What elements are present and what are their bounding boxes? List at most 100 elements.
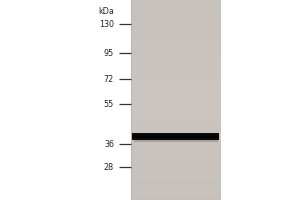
Bar: [130, 180, 220, 182]
Bar: [132, 139, 219, 140]
Bar: [130, 57, 220, 58]
Bar: [130, 168, 220, 170]
Bar: [130, 183, 220, 185]
Bar: [130, 40, 220, 42]
Bar: [130, 50, 220, 52]
Bar: [130, 107, 220, 108]
Bar: [130, 140, 220, 142]
Bar: [130, 32, 220, 33]
Bar: [130, 95, 220, 97]
Bar: [130, 12, 220, 13]
Bar: [130, 67, 220, 68]
Bar: [130, 38, 220, 40]
Bar: [130, 192, 220, 193]
Bar: [130, 75, 220, 77]
Bar: [130, 70, 220, 72]
Bar: [130, 27, 220, 28]
Bar: [130, 127, 220, 128]
Bar: [132, 133, 219, 140]
Bar: [130, 63, 220, 65]
Bar: [132, 135, 219, 136]
Bar: [130, 52, 220, 53]
Bar: [130, 162, 220, 163]
Bar: [130, 110, 220, 112]
Bar: [130, 135, 220, 137]
Bar: [130, 105, 220, 107]
Bar: [130, 55, 220, 57]
Bar: [130, 62, 220, 63]
Bar: [130, 2, 220, 3]
Bar: [130, 112, 220, 113]
Bar: [130, 150, 220, 152]
Bar: [130, 80, 220, 82]
Bar: [130, 5, 220, 7]
Bar: [130, 103, 220, 105]
Bar: [130, 128, 220, 130]
Bar: [130, 47, 220, 48]
Bar: [130, 93, 220, 95]
Bar: [130, 187, 220, 188]
Text: 36: 36: [104, 140, 114, 149]
Bar: [130, 72, 220, 73]
Bar: [130, 142, 220, 143]
Bar: [130, 58, 220, 60]
Bar: [130, 120, 220, 122]
Bar: [132, 136, 219, 137]
Bar: [130, 172, 220, 173]
Bar: [130, 157, 220, 158]
Bar: [130, 125, 220, 127]
Bar: [130, 13, 220, 15]
Bar: [130, 145, 220, 147]
Bar: [130, 30, 220, 32]
Bar: [130, 153, 220, 155]
Bar: [130, 113, 220, 115]
Bar: [130, 178, 220, 180]
Bar: [130, 97, 220, 98]
Bar: [130, 137, 220, 138]
Bar: [132, 137, 219, 138]
Bar: [130, 42, 220, 43]
Bar: [130, 175, 220, 177]
Bar: [130, 147, 220, 148]
Bar: [130, 148, 220, 150]
Bar: [130, 185, 220, 187]
Bar: [130, 195, 220, 197]
Bar: [130, 15, 220, 17]
Bar: [130, 138, 220, 140]
Bar: [130, 78, 220, 80]
Bar: [130, 8, 220, 10]
Bar: [130, 25, 220, 27]
Bar: [130, 177, 220, 178]
Bar: [132, 133, 219, 134]
Bar: [130, 165, 220, 167]
Bar: [130, 22, 220, 23]
Bar: [130, 45, 220, 47]
Bar: [134, 139, 218, 142]
Bar: [130, 108, 220, 110]
Bar: [130, 83, 220, 85]
Bar: [130, 43, 220, 45]
Bar: [130, 155, 220, 157]
Bar: [130, 198, 220, 200]
Bar: [130, 197, 220, 198]
Bar: [132, 134, 219, 135]
Bar: [130, 98, 220, 100]
Bar: [130, 190, 220, 192]
Bar: [130, 68, 220, 70]
Bar: [130, 28, 220, 30]
Text: 28: 28: [104, 163, 114, 172]
Text: 95: 95: [104, 49, 114, 58]
Bar: [130, 35, 220, 37]
Bar: [130, 193, 220, 195]
Bar: [130, 17, 220, 18]
Bar: [130, 123, 220, 125]
Bar: [130, 152, 220, 153]
Bar: [130, 53, 220, 55]
Bar: [130, 163, 220, 165]
Bar: [130, 102, 220, 103]
Bar: [130, 90, 220, 92]
Bar: [130, 3, 220, 5]
Bar: [130, 82, 220, 83]
Bar: [130, 118, 220, 120]
Bar: [132, 138, 219, 139]
